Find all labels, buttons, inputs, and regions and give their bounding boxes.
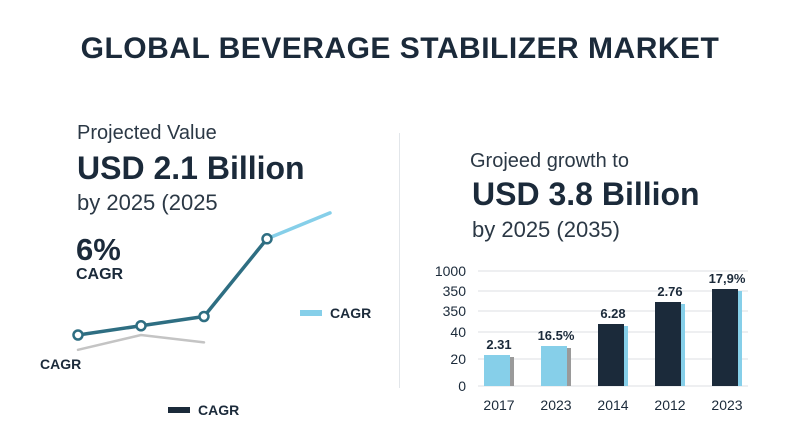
- bar-accent: [736, 291, 742, 386]
- bar-data-label: 2.31: [486, 337, 511, 352]
- bar-data-label: 6.28: [600, 306, 625, 321]
- line-point: [261, 233, 273, 245]
- line-series-2: [76, 333, 206, 352]
- line-point: [72, 329, 84, 341]
- right-note: by 2025 (2035): [472, 217, 620, 242]
- page-title: GLOBAL BEVERAGE STABILIZER MARKET: [80, 32, 720, 65]
- x-tick-label: 2017: [483, 397, 514, 413]
- panel-divider: [399, 133, 400, 388]
- line-series-0: [76, 237, 269, 337]
- bar-accent: [622, 326, 628, 386]
- y-tick-label: 0: [458, 378, 466, 394]
- left-note: by 2025 (2025: [77, 190, 218, 215]
- bar: [598, 324, 624, 386]
- bar: [541, 346, 567, 386]
- x-tick-label: 2012: [654, 397, 685, 413]
- y-tick-label: 350: [443, 283, 467, 299]
- line-point: [198, 310, 210, 323]
- bar-data-label: 2.76: [657, 284, 682, 299]
- legend-item-dark: CAGR: [168, 402, 239, 418]
- bar: [712, 289, 738, 386]
- bar-accent: [565, 348, 571, 386]
- y-tick-label: 20: [450, 351, 466, 367]
- legend-swatch-dark: [168, 407, 190, 413]
- line-start-label: CAGR: [40, 356, 82, 372]
- bar-accent: [508, 357, 514, 386]
- bar-data-label: 17,9%: [709, 271, 746, 286]
- bar-data-label: 16.5%: [538, 328, 575, 343]
- x-tick-label: 2014: [597, 397, 628, 413]
- y-tick-label: 40: [450, 324, 466, 340]
- left-headline-value: USD 2.1 Billion: [77, 150, 305, 186]
- y-tick-label: 350: [443, 303, 467, 319]
- bar: [484, 355, 510, 386]
- left-subtitle: Projected Value: [77, 122, 217, 144]
- bar: [655, 302, 681, 386]
- legend-item-light: CAGR: [300, 305, 371, 321]
- right-subtitle: Grojeed growth to: [470, 150, 629, 172]
- bar-accent: [679, 304, 685, 386]
- x-tick-label: 2023: [540, 397, 571, 413]
- y-tick-label: 1000: [435, 263, 466, 279]
- line-point: [135, 320, 147, 332]
- line-series-1: [265, 211, 332, 241]
- legend-label-light: CAGR: [330, 305, 372, 321]
- right-headline-value: USD 3.8 Billion: [472, 176, 700, 212]
- legend-swatch-light: [300, 310, 322, 316]
- cagr-percentage: 6%: [76, 232, 121, 267]
- legend-label-dark: CAGR: [198, 402, 240, 418]
- x-tick-label: 2023: [711, 397, 742, 413]
- cagr-label: CAGR: [76, 266, 124, 283]
